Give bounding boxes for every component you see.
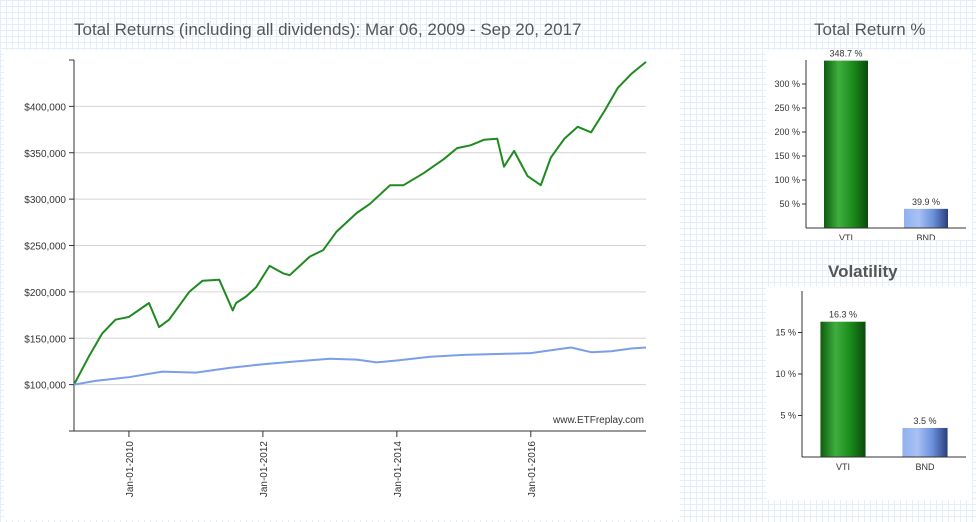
x-category-label: BND [915,462,935,472]
watermark: www.ETFreplay.com [552,415,644,426]
y-tick-label: $200,000 [24,288,66,299]
y-tick-label: 15 % [775,328,796,338]
total-return-panel: 50 % 100 % 150 % 200 % 250 % 300 % 348.7 % VTI 3… [766,50,972,240]
y-tick-label: $350,000 [24,149,66,160]
volatility-bar-chart: 5 % 10 % 15 % 16.3 % VTI 3.5 % BND [775,291,966,472]
x-tick-label: Jan-01-2014 [393,441,404,498]
y-tick-label: 150 % [774,151,800,161]
y-tick-label: 10 % [775,369,796,379]
bnd-bar [902,427,948,457]
vti-value-label: 16.3 % [829,310,857,320]
y-tick-label: $100,000 [24,381,66,392]
x-tick-label: Jan-01-2010 [125,441,136,498]
y-tick-label: $300,000 [24,195,66,206]
volatility-panel: 5 % 10 % 15 % 16.3 % VTI 3.5 % BND [766,286,972,500]
vti-value-label: 348.7 % [829,50,862,59]
y-tick-label: $150,000 [24,334,66,345]
main-chart-title: Total Returns (including all dividends):… [74,20,582,39]
x-category-label: VTI [839,233,853,240]
vti-series-line [73,61,647,386]
volatility-title: Volatility [828,262,898,281]
bnd-value-label: 39.9 % [912,197,940,207]
total-return-title: Total Return % [814,20,926,39]
y-tick-label: 50 % [779,199,800,209]
y-tick-label: $250,000 [24,242,66,253]
y-tick-label: 5 % [780,411,796,421]
vti-bar [820,321,866,457]
total-returns-panel: $100,000 $150,000 $200,000 $250,000 $300,000… [4,50,680,520]
x-tick-label: Jan-01-2012 [259,441,270,498]
vti-bar [824,60,868,229]
bnd-series-line [73,346,647,386]
total-return-bar-chart: 50 % 100 % 150 % 200 % 250 % 300 % 348.7 % VTI 3… [774,50,966,240]
bnd-value-label: 3.5 % [913,416,936,426]
y-tick-label: 250 % [774,103,800,113]
y-tick-label: 100 % [774,175,800,185]
y-tick-label: $400,000 [24,102,66,113]
x-category-label: VTI [836,462,850,472]
x-category-label: BND [916,233,936,240]
y-tick-label: 200 % [774,127,800,137]
x-tick-label: Jan-01-2016 [527,441,538,498]
total-returns-line-chart: $100,000 $150,000 $200,000 $250,000 $300,000… [24,59,647,498]
bnd-bar [904,208,948,228]
y-tick-label: 300 % [774,79,800,89]
